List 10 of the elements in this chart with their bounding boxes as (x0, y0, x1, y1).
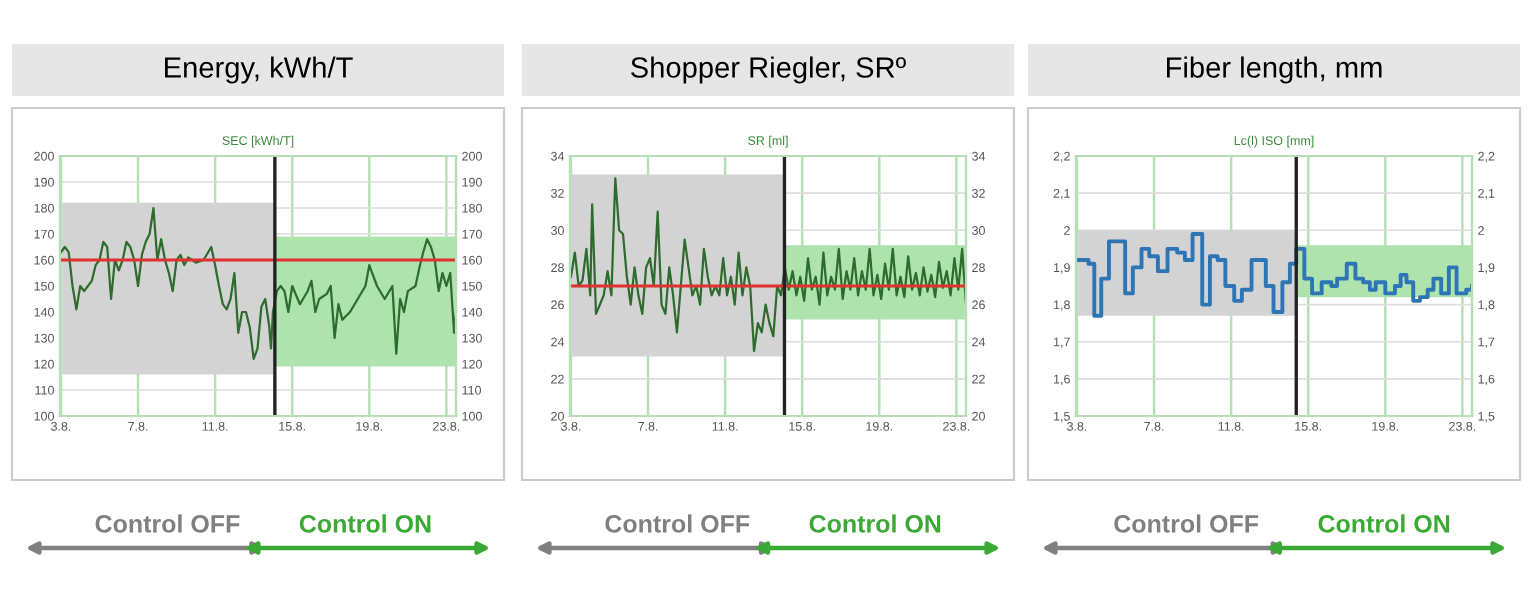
text: Control ON (299, 514, 431, 533)
text: Control ON (1318, 514, 1450, 533)
text: Control OFF (95, 514, 240, 533)
text: Control OFF (605, 514, 750, 533)
chart-title: Shopper Riegler, SRº (631, 56, 906, 84)
text: Control ON (809, 514, 941, 533)
chart-title: Energy, kWh/T (165, 56, 353, 84)
line-series (570, 177, 966, 353)
chart-title: Fiber length, mm (1166, 56, 1382, 84)
text: Control OFF (1114, 514, 1259, 533)
